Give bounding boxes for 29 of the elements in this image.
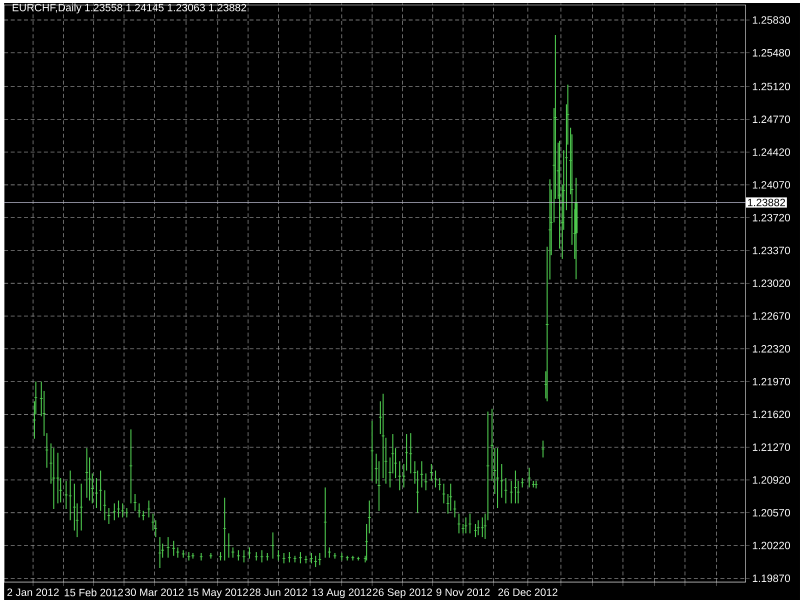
y-tick-label: 1.25480	[752, 49, 790, 57]
y-tick-label: 1.24770	[752, 116, 790, 124]
y-tick-label: 1.21970	[752, 378, 790, 386]
x-tick-label: 28 Jun 2012	[250, 588, 308, 596]
y-tick-label: 1.25120	[752, 82, 790, 90]
y-tick-label: 1.22670	[752, 312, 790, 320]
y-tick-label: 1.25830	[752, 16, 790, 24]
chart-title: EURCHF,Daily 1.23558 1.24145 1.23063 1.23882	[12, 4, 246, 14]
y-tick-label: 1.24070	[752, 181, 790, 189]
y-tick-label: 1.23720	[752, 214, 790, 222]
x-tick-label: 2 Jan 2012	[7, 588, 59, 596]
x-tick-label: 26 Sep 2012	[372, 588, 432, 598]
y-tick-label: 1.23370	[752, 246, 790, 254]
ref-line-label: 1.23882	[748, 198, 786, 206]
y-tick-label: 1.21620	[752, 410, 790, 418]
x-tick-label: 15 May 2012	[188, 588, 248, 598]
x-tick-label: 26 Dec 2012	[498, 588, 558, 596]
y-tick-label: 1.19870	[752, 574, 790, 582]
y-tick-label: 1.24420	[752, 148, 790, 156]
x-tick-label: 13 Aug 2012	[312, 588, 372, 598]
y-tick-label: 1.21270	[752, 444, 790, 452]
y-tick-label: 1.23020	[752, 280, 790, 288]
y-tick-label: 1.22320	[752, 345, 790, 353]
x-tick-label: 30 Mar 2012	[124, 588, 184, 596]
y-tick-label: 1.20570	[752, 509, 790, 517]
x-tick-label: 9 Nov 2012	[436, 588, 490, 596]
y-tick-label: 1.20920	[752, 476, 790, 484]
y-tick-label: 1.20220	[752, 542, 790, 550]
x-tick-label: 15 Feb 2012	[64, 588, 123, 596]
